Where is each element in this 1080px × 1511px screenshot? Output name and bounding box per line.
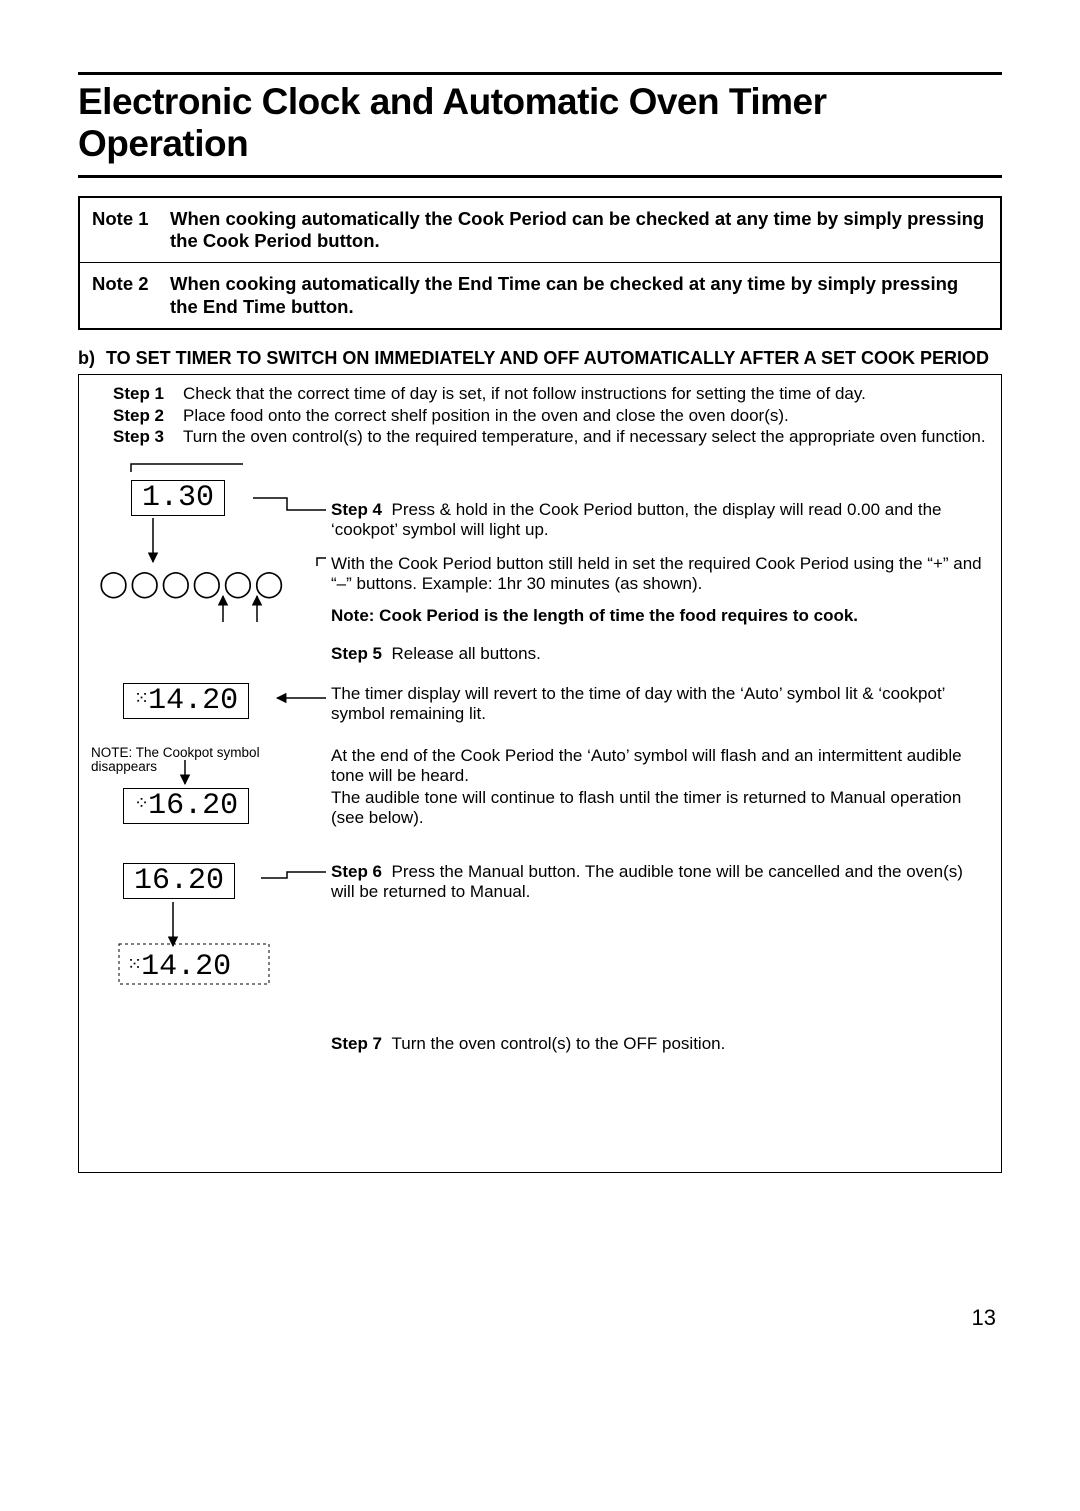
auto-symbol-icon: ⁙	[134, 691, 146, 709]
step-5c-block: At the end of the Cook Period the ‘Auto’…	[331, 746, 985, 787]
step-4-note: Note: Cook Period is the length of time …	[331, 606, 985, 626]
step-5-text: Release all buttons.	[391, 644, 540, 663]
title-bottom-rule	[78, 175, 1002, 178]
display-1420b-text: 14.20	[141, 950, 231, 984]
note-2-label: Note 2	[92, 273, 170, 317]
step-3-label: Step 3	[91, 427, 183, 447]
step-6-block: Step 6 Press the Manual button. The audi…	[331, 862, 985, 903]
display-1620b-text: 16.20	[134, 864, 224, 898]
section-b-label: b)	[78, 348, 106, 369]
diagram-area: 1.30 ◯◯◯◯◯◯ ⁙14.20 NOTE: The Cookpot sym…	[91, 458, 989, 1158]
display-1620b: 16.20	[123, 863, 235, 899]
display-1420a-text: 14.20	[148, 684, 238, 718]
display-1420b: ⁙14.20	[127, 952, 231, 982]
step-5-label: Step 5	[331, 644, 382, 663]
step-2-label: Step 2	[91, 406, 183, 426]
step-7-block: Step 7 Turn the oven control(s) to the O…	[331, 1034, 985, 1054]
step-4-label: Step 4	[331, 500, 382, 519]
display-1620a: ⁘16.20	[123, 788, 249, 824]
page-number: 13	[972, 1305, 996, 1331]
display-1620a-text: 16.20	[148, 789, 238, 823]
display-1420a: ⁙14.20	[123, 683, 249, 719]
auto-symbol-icon-2: ⁙	[127, 957, 139, 975]
page: Electronic Clock and Automatic Oven Time…	[0, 0, 1080, 1511]
page-title: Electronic Clock and Automatic Oven Time…	[78, 81, 1002, 165]
step-4b-block: With the Cook Period button still held i…	[331, 554, 985, 595]
step-2-row: Step 2 Place food onto the correct shelf…	[91, 406, 989, 426]
step-5b-text: The timer display will revert to the tim…	[331, 684, 945, 723]
pot-symbol-icon: ⁘	[134, 796, 146, 814]
step-7-text: Turn the oven control(s) to the OFF posi…	[391, 1034, 725, 1053]
step-1-label: Step 1	[91, 384, 183, 404]
cookpot-disappear-note: NOTE: The Cookpot symbol disappears	[91, 746, 316, 776]
step-5d-block: The audible tone will continue to flash …	[331, 788, 985, 829]
step-4b-text: With the Cook Period button still held i…	[331, 554, 982, 593]
step-4-block: Step 4 Press & hold in the Cook Period b…	[331, 500, 985, 541]
note-row-1: Note 1 When cooking automatically the Co…	[80, 198, 1000, 263]
notes-box: Note 1 When cooking automatically the Co…	[78, 196, 1002, 330]
step-5b-block: The timer display will revert to the tim…	[331, 684, 985, 725]
section-b-heading: b) TO SET TIMER TO SWITCH ON IMMEDIATELY…	[78, 348, 1002, 369]
step-5d-text: The audible tone will continue to flash …	[331, 788, 961, 827]
display-130: 1.30	[131, 480, 225, 516]
step-5-block: Step 5 Release all buttons.	[331, 644, 985, 664]
note-1-text: When cooking automatically the Cook Peri…	[170, 208, 988, 252]
note-1-label: Note 1	[92, 208, 170, 252]
step-4-text: Press & hold in the Cook Period button, …	[331, 500, 942, 539]
steps-box: Step 1 Check that the correct time of da…	[78, 374, 1002, 1172]
step-7-label: Step 7	[331, 1034, 382, 1053]
note-row-2: Note 2 When cooking automatically the En…	[80, 263, 1000, 327]
step-1-row: Step 1 Check that the correct time of da…	[91, 384, 989, 404]
step-2-text: Place food onto the correct shelf positi…	[183, 406, 989, 426]
step-1-text: Check that the correct time of day is se…	[183, 384, 989, 404]
knob-row: ◯◯◯◯◯◯	[99, 570, 286, 596]
step-3-row: Step 3 Turn the oven control(s) to the r…	[91, 427, 989, 447]
step-4-note-text: Note: Cook Period is the length of time …	[331, 606, 858, 625]
note-2-text: When cooking automatically the End Time …	[170, 273, 988, 317]
display-130-text: 1.30	[142, 481, 214, 515]
step-3-text: Turn the oven control(s) to the required…	[183, 427, 989, 447]
step-5c-text: At the end of the Cook Period the ‘Auto’…	[331, 746, 962, 785]
top-rule	[78, 72, 1002, 75]
step-6-text: Press the Manual button. The audible ton…	[331, 862, 963, 901]
step-6-label: Step 6	[331, 862, 382, 881]
section-b-text: TO SET TIMER TO SWITCH ON IMMEDIATELY AN…	[106, 348, 1002, 369]
